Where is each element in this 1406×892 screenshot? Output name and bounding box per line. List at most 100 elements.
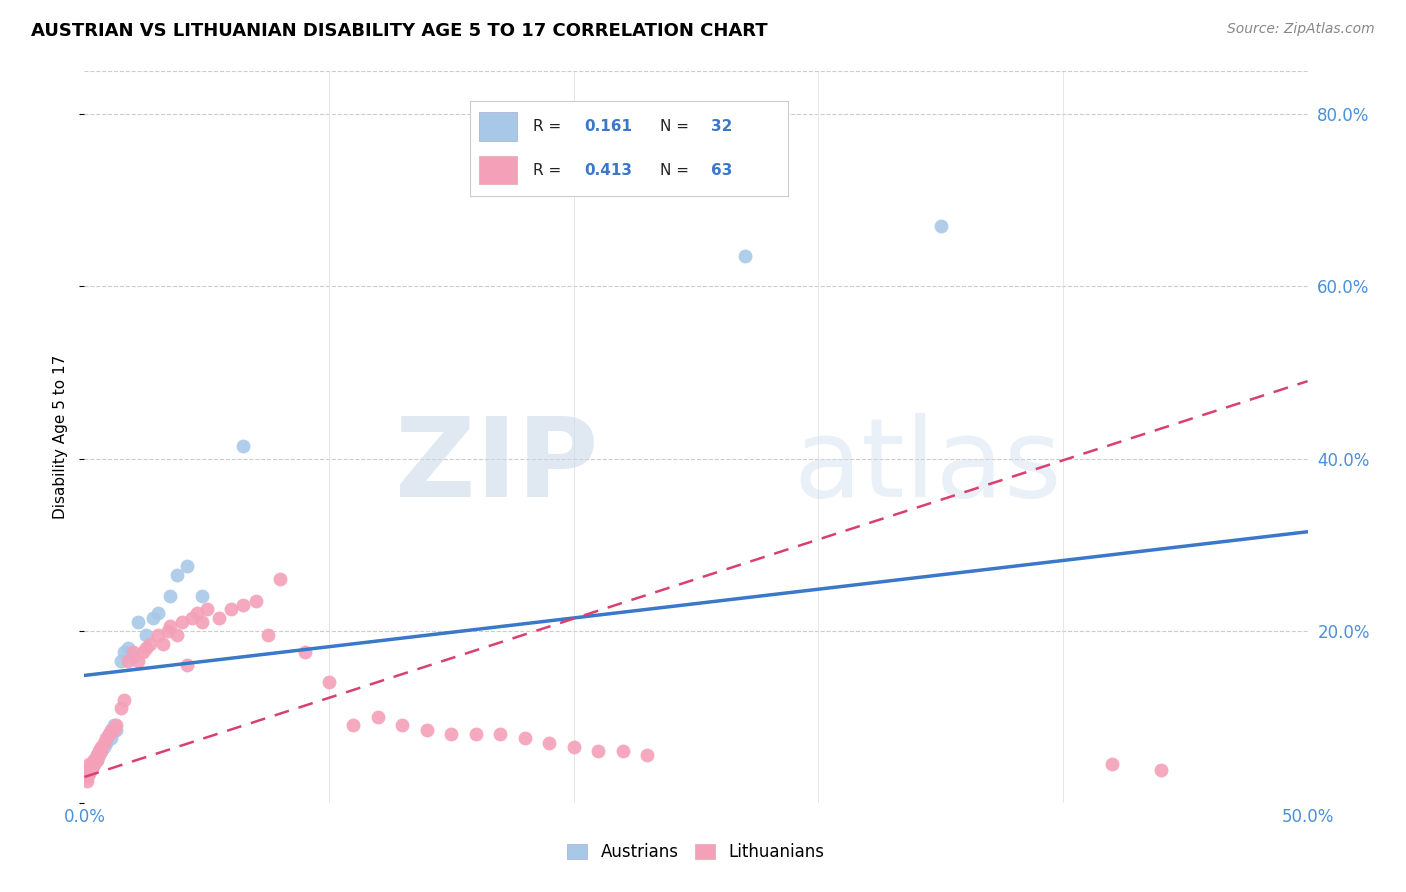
Point [110, 654, 132, 668]
Point [110, 701, 132, 715]
Point [342, 718, 364, 732]
Point [80, 757, 103, 772]
Y-axis label: Disability Age 5 to 17: Disability Age 5 to 17 [53, 355, 69, 519]
Point [152, 637, 174, 651]
Point [80, 761, 103, 775]
Point [100, 731, 122, 746]
Point [440, 727, 463, 741]
Point [90, 744, 112, 758]
Point [77, 765, 100, 780]
Point [929, 219, 952, 234]
Point [83, 753, 105, 767]
Point [176, 559, 198, 574]
Point [416, 723, 439, 737]
Point [208, 611, 231, 625]
Point [191, 615, 214, 629]
Point [100, 723, 122, 737]
Point [538, 735, 561, 749]
Point [103, 718, 125, 732]
Point [367, 710, 389, 724]
Point [117, 640, 139, 655]
Point [195, 602, 218, 616]
Text: Source: ZipAtlas.com: Source: ZipAtlas.com [1227, 22, 1375, 37]
Point [77, 761, 100, 775]
Text: atlas: atlas [794, 413, 1063, 520]
Point [97, 727, 120, 741]
Point [76, 774, 98, 789]
Point [172, 615, 194, 629]
Point [156, 624, 179, 638]
Point [83, 757, 105, 772]
Point [87, 744, 110, 758]
Point [636, 748, 658, 763]
Point [87, 748, 110, 763]
Point [191, 589, 214, 603]
Point [83, 757, 105, 772]
Point [181, 611, 204, 625]
Point [112, 692, 135, 706]
Point [734, 249, 756, 263]
Point [159, 619, 181, 633]
Point [391, 718, 413, 732]
Point [142, 611, 165, 625]
Point [86, 748, 108, 763]
Point [612, 744, 634, 758]
Point [146, 607, 169, 621]
Point [257, 628, 280, 642]
Point [219, 602, 242, 616]
Point [146, 628, 169, 642]
Point [76, 770, 98, 784]
Point [93, 735, 115, 749]
Point [562, 739, 585, 754]
Point [1150, 763, 1173, 777]
Point [90, 744, 112, 758]
Legend: Austrians, Lithuanians: Austrians, Lithuanians [561, 837, 831, 868]
Point [318, 675, 340, 690]
Point [269, 572, 291, 586]
Text: ZIP: ZIP [395, 413, 598, 520]
Point [135, 628, 157, 642]
Point [87, 744, 110, 758]
Point [86, 753, 108, 767]
Point [513, 731, 536, 746]
Point [135, 640, 157, 655]
Point [83, 753, 105, 767]
Point [159, 589, 181, 603]
Point [80, 757, 103, 772]
Point [122, 645, 145, 659]
Point [586, 744, 609, 758]
Point [112, 645, 135, 659]
Point [97, 727, 120, 741]
Point [232, 598, 254, 612]
Point [464, 727, 486, 741]
Text: AUSTRIAN VS LITHUANIAN DISABILITY AGE 5 TO 17 CORRELATION CHART: AUSTRIAN VS LITHUANIAN DISABILITY AGE 5 … [31, 22, 768, 40]
Point [166, 628, 188, 642]
Point [294, 645, 316, 659]
Point [1101, 757, 1123, 772]
Point [86, 748, 108, 763]
Point [86, 753, 108, 767]
Point [80, 761, 103, 775]
Point [127, 615, 149, 629]
Point [77, 761, 100, 775]
Point [90, 739, 112, 754]
Point [96, 735, 118, 749]
Point [489, 727, 512, 741]
Point [105, 718, 128, 732]
Point [232, 439, 254, 453]
Point [245, 593, 267, 607]
Point [103, 723, 125, 737]
Point [105, 723, 128, 737]
Point [166, 567, 188, 582]
Point [93, 739, 115, 754]
Point [117, 654, 139, 668]
Point [122, 649, 145, 664]
Point [127, 654, 149, 668]
Point [77, 757, 100, 772]
Point [132, 645, 155, 659]
Point [76, 770, 98, 784]
Point [176, 658, 198, 673]
Point [96, 731, 118, 746]
Point [186, 607, 208, 621]
Point [77, 765, 100, 780]
